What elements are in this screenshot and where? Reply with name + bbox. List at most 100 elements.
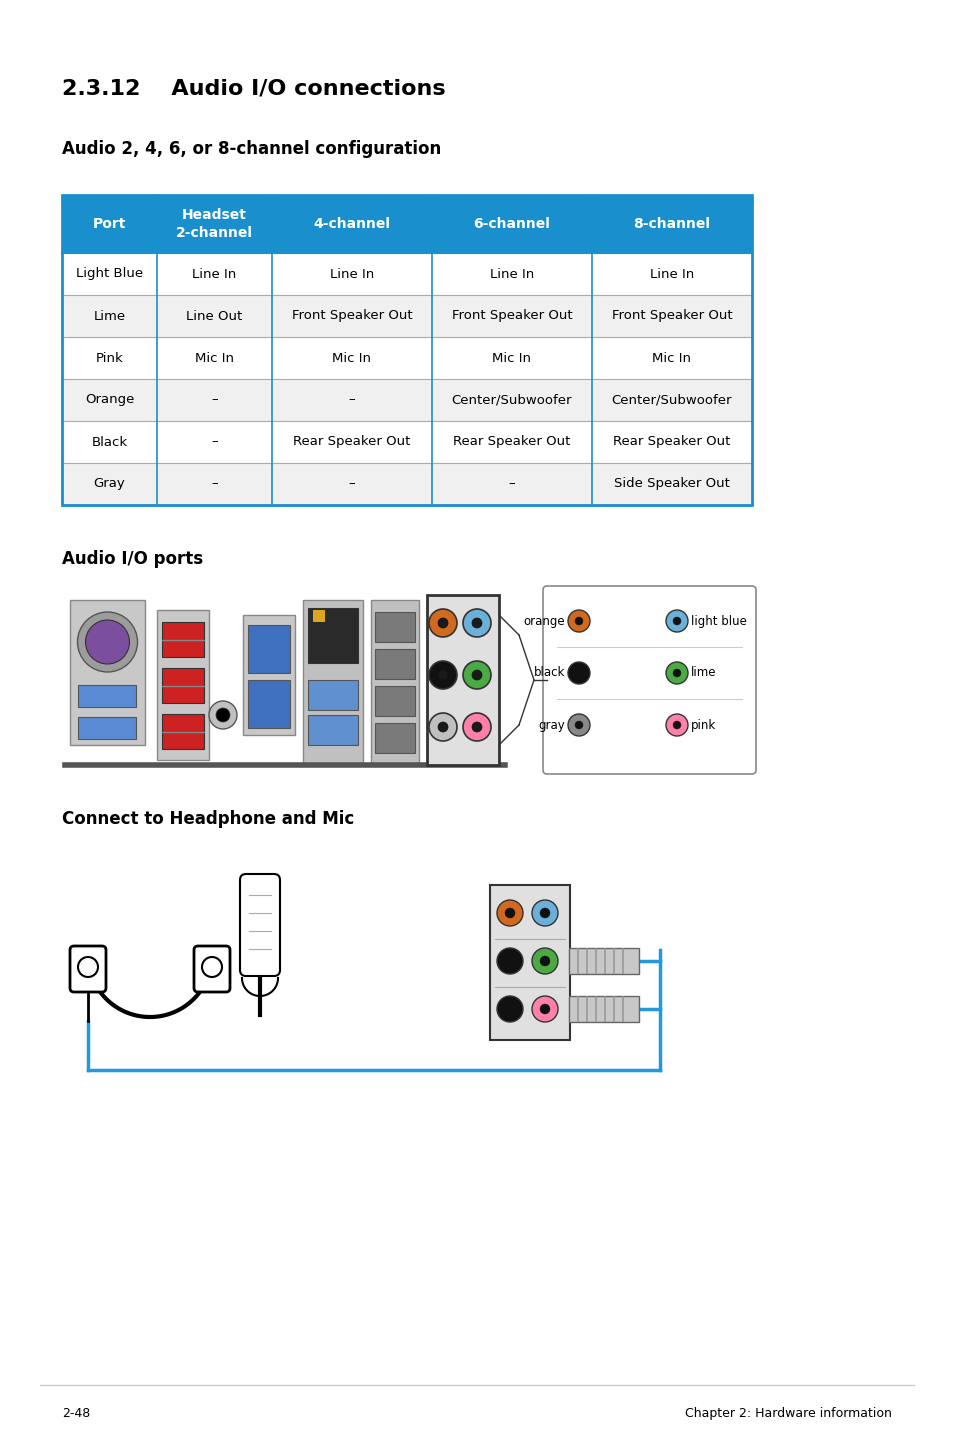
Text: Line In: Line In [330, 267, 374, 280]
FancyBboxPatch shape [542, 587, 755, 774]
Circle shape [437, 670, 448, 680]
Text: Port: Port [92, 217, 126, 232]
Bar [371, 600, 418, 765]
Bar [70, 600, 145, 745]
Bar [375, 613, 415, 641]
Text: Black: Black [91, 436, 128, 449]
Circle shape [532, 997, 558, 1022]
Text: –: – [211, 436, 217, 449]
Circle shape [215, 707, 230, 722]
Text: Rear Speaker Out: Rear Speaker Out [293, 436, 410, 449]
Text: –: – [211, 477, 217, 490]
Bar [62, 295, 751, 336]
Bar [62, 336, 751, 380]
Bar [162, 623, 204, 657]
Circle shape [497, 997, 522, 1022]
Text: 2.3.12    Audio I/O connections: 2.3.12 Audio I/O connections [62, 78, 445, 98]
Text: Line In: Line In [489, 267, 534, 280]
Text: light blue: light blue [690, 614, 746, 627]
Circle shape [78, 958, 98, 976]
Circle shape [665, 715, 687, 736]
Circle shape [462, 610, 491, 637]
FancyBboxPatch shape [70, 946, 106, 992]
Circle shape [202, 958, 222, 976]
Text: Line In: Line In [649, 267, 694, 280]
Circle shape [429, 713, 456, 741]
Bar [303, 600, 363, 765]
Text: lime: lime [690, 666, 716, 680]
Circle shape [497, 900, 522, 926]
Text: Orange: Orange [85, 394, 134, 407]
Bar [62, 463, 751, 505]
Text: Front Speaker Out: Front Speaker Out [611, 309, 732, 322]
Circle shape [539, 956, 550, 966]
Circle shape [472, 670, 481, 680]
Text: Light Blue: Light Blue [76, 267, 143, 280]
Bar [248, 626, 290, 673]
Text: pink: pink [690, 719, 716, 732]
Bar [375, 723, 415, 754]
Text: gray: gray [537, 719, 564, 732]
Text: Front Speaker Out: Front Speaker Out [451, 309, 572, 322]
Bar [78, 684, 136, 707]
Circle shape [86, 620, 130, 664]
Text: Front Speaker Out: Front Speaker Out [292, 309, 412, 322]
Circle shape [539, 1004, 550, 1014]
Bar [308, 715, 357, 745]
FancyBboxPatch shape [240, 874, 280, 976]
Circle shape [532, 900, 558, 926]
Bar [375, 686, 415, 716]
Text: Center/Subwoofer: Center/Subwoofer [611, 394, 732, 407]
Circle shape [575, 617, 582, 626]
Circle shape [437, 722, 448, 732]
Text: –: – [211, 394, 217, 407]
Bar [162, 669, 204, 703]
Bar [157, 610, 209, 761]
Text: Lime: Lime [93, 309, 126, 322]
Bar [78, 718, 136, 739]
FancyBboxPatch shape [193, 946, 230, 992]
Circle shape [539, 907, 550, 917]
Text: Rear Speaker Out: Rear Speaker Out [453, 436, 570, 449]
Text: Mic In: Mic In [492, 351, 531, 364]
FancyBboxPatch shape [568, 997, 639, 1022]
Text: Pink: Pink [95, 351, 123, 364]
Text: Side Speaker Out: Side Speaker Out [614, 477, 729, 490]
Circle shape [429, 610, 456, 637]
Bar [308, 608, 357, 663]
Circle shape [497, 948, 522, 974]
Text: –: – [349, 477, 355, 490]
Bar [427, 595, 498, 765]
Bar [62, 421, 751, 463]
Circle shape [665, 661, 687, 684]
Bar [375, 649, 415, 679]
Circle shape [575, 669, 582, 677]
Circle shape [567, 610, 589, 631]
Text: –: – [508, 477, 515, 490]
Circle shape [472, 618, 481, 628]
Text: –: – [349, 394, 355, 407]
Circle shape [472, 722, 481, 732]
Text: Rear Speaker Out: Rear Speaker Out [613, 436, 730, 449]
Text: Mic In: Mic In [652, 351, 691, 364]
Text: 6-channel: 6-channel [473, 217, 550, 232]
Text: 8-channel: 8-channel [633, 217, 710, 232]
Bar [62, 196, 751, 505]
Circle shape [532, 948, 558, 974]
Text: 2-48: 2-48 [62, 1406, 91, 1419]
Text: Gray: Gray [93, 477, 125, 490]
Circle shape [209, 700, 236, 729]
Bar [490, 884, 569, 1040]
Circle shape [437, 618, 448, 628]
Text: orange: orange [523, 614, 564, 627]
Circle shape [672, 617, 680, 626]
Bar [62, 253, 751, 295]
Bar [313, 610, 325, 623]
Text: Chapter 2: Hardware information: Chapter 2: Hardware information [684, 1406, 891, 1419]
Text: Connect to Headphone and Mic: Connect to Headphone and Mic [62, 810, 354, 828]
Text: black: black [533, 666, 564, 680]
Circle shape [672, 669, 680, 677]
Text: Line In: Line In [193, 267, 236, 280]
Circle shape [504, 1004, 515, 1014]
Text: 4-channel: 4-channel [314, 217, 390, 232]
